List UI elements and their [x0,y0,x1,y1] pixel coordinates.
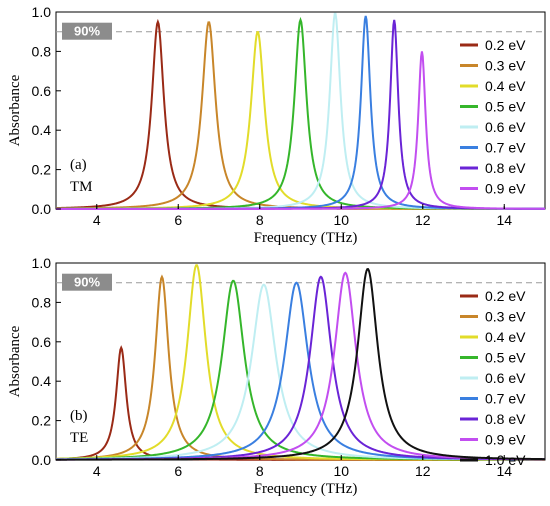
x-tick-label: 12 [415,463,431,479]
legend-label: 0.6 eV [485,119,526,135]
series-curve-0-8-eV [56,19,545,210]
reference-label-box [62,273,112,291]
legend-label: 1.0 eV [485,452,526,468]
x-tick-label: 6 [174,212,182,228]
x-tick-label: 4 [93,212,101,228]
reference-label-box [62,22,112,40]
x-tick-label: 14 [496,463,512,479]
reference-label: 90% [74,24,100,39]
series-curve-0-2-eV [55,18,545,210]
plot-panel-b: 90% 4 6 8 10 12 14 0.0 0.2 0.4 0.6 0.8 1.0 Frequency … [7,255,546,497]
x-tick-label: 14 [496,212,512,228]
legend-label: 0.9 eV [485,181,526,197]
series-curve-0-5-eV [56,16,545,210]
x-tick-label: 12 [415,212,431,228]
legend-label: 0.7 eV [485,391,526,407]
series-curve-0-3-eV [55,274,545,461]
legend-label: 0.3 eV [485,58,526,74]
y-axis-label: Absorbance [7,74,23,146]
y-tick-label: 0.4 [32,373,52,389]
legend-label: 0.4 eV [485,78,526,94]
y-tick-label: 0.2 [32,413,52,429]
mode-label: TE [70,430,88,446]
y-axis-label: Absorbance [7,325,23,397]
y-tick-label: 0.8 [32,43,52,59]
y-tick-label: 0.6 [32,83,52,99]
series-curve-0-5-eV [55,279,545,461]
panel-label: (a) [70,157,87,173]
plot-panel-a: 90% 4 6 8 10 12 14 0.0 0.2 0.4 0.6 0.8 1.0 Frequency … [7,4,546,246]
x-tick-label: 4 [93,463,101,479]
x-tick-label: 10 [333,463,349,479]
y-tick-label: 1.0 [32,255,52,271]
series-curve-0-6-eV [55,283,545,461]
y-tick-label: 0.4 [32,122,52,138]
legend-label: 0.5 eV [485,350,526,366]
x-axis-label: Frequency (THz) [254,230,358,246]
legend-label: 0.9 eV [485,432,526,448]
x-axis-label: Frequency (THz) [254,481,358,497]
x-tick-label: 8 [256,212,264,228]
series-curve-0-8-eV [55,275,545,461]
legend-label: 0.2 eV [485,37,526,53]
legend-label: 0.5 eV [485,99,526,115]
legend-label: 0.6 eV [485,370,526,386]
legend-label: 0.4 eV [485,329,526,345]
x-tick-label: 8 [256,463,264,479]
y-tick-label: 0.6 [32,334,52,350]
legend-label: 0.8 eV [485,160,526,176]
series-curve-0-9-eV [56,51,545,210]
legend-label: 0.2 eV [485,288,526,304]
y-tick-label: 0.2 [32,162,52,178]
series-curve-1-0-eV [56,268,546,461]
y-tick-label: 0.8 [32,294,52,310]
legend-label: 0.3 eV [485,309,526,325]
mode-label: TM [70,179,93,195]
y-tick-label: 0.0 [32,452,52,468]
reference-label: 90% [74,275,100,290]
series-curve-0-4-eV [56,31,545,210]
series-curve-0-6-eV [56,12,545,210]
y-tick-label: 0.0 [32,201,52,217]
series-curve-0-3-eV [55,21,545,210]
y-tick-label: 1.0 [32,4,52,20]
legend-label: 0.7 eV [485,140,526,156]
x-tick-label: 6 [174,463,182,479]
series-curve-0-7-eV [55,281,546,461]
plot-frame [55,11,546,210]
panel-label: (b) [70,408,88,424]
legend-label: 0.8 eV [485,411,526,427]
x-tick-label: 10 [333,212,349,228]
